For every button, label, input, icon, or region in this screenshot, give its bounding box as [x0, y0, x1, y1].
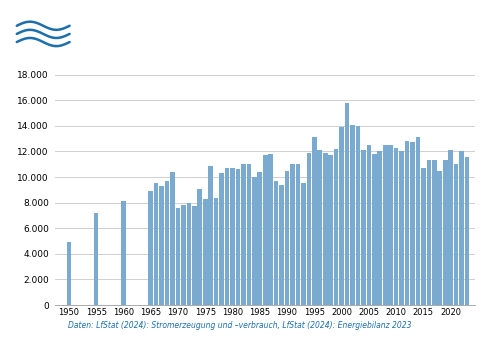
Bar — [388, 145, 393, 305]
Bar — [67, 242, 71, 305]
Bar — [448, 150, 453, 305]
Text: Bruttostromerzeugung aus Wasserkraft in Bayern: Bruttostromerzeugung aus Wasserkraft in … — [96, 14, 442, 27]
Bar — [372, 154, 377, 305]
Bar — [187, 203, 191, 305]
Bar — [176, 208, 180, 305]
Bar — [263, 155, 267, 305]
Bar — [405, 141, 409, 305]
Bar — [454, 164, 458, 305]
Bar — [367, 145, 371, 305]
Bar — [241, 164, 246, 305]
Bar — [203, 199, 207, 305]
Bar — [323, 153, 327, 305]
Bar — [181, 205, 186, 305]
Bar — [148, 191, 153, 305]
Bar — [410, 142, 415, 305]
Bar — [339, 127, 344, 305]
Bar — [345, 103, 349, 305]
Bar — [296, 164, 300, 305]
Bar — [465, 157, 469, 305]
Bar — [159, 186, 164, 305]
Bar — [290, 164, 295, 305]
Bar — [268, 154, 273, 305]
Bar — [350, 124, 355, 305]
Bar — [252, 177, 257, 305]
Bar — [208, 165, 213, 305]
Bar — [257, 172, 262, 305]
Bar — [247, 164, 251, 305]
Bar — [421, 168, 426, 305]
Bar — [377, 152, 382, 305]
Bar — [94, 213, 98, 305]
Bar — [361, 150, 366, 305]
Bar — [399, 152, 404, 305]
Bar — [285, 171, 289, 305]
Bar — [274, 181, 278, 305]
Bar — [307, 153, 311, 305]
Bar — [236, 170, 240, 305]
Bar — [225, 168, 229, 305]
Bar — [383, 145, 387, 305]
Bar — [443, 160, 447, 305]
Bar — [427, 160, 431, 305]
Bar — [301, 183, 306, 305]
Bar — [154, 183, 158, 305]
Bar — [328, 155, 333, 305]
Bar — [197, 188, 202, 305]
Bar — [219, 173, 224, 305]
Text: Daten: LfStat (2024): Stromerzeugung und –verbrauch, LfStat (2024): Energiebilan: Daten: LfStat (2024): Stromerzeugung und… — [68, 321, 412, 330]
Bar — [459, 152, 464, 305]
Bar — [165, 181, 169, 305]
Bar — [312, 137, 317, 305]
Bar — [334, 149, 338, 305]
Bar — [121, 201, 126, 305]
Bar — [317, 150, 322, 305]
Bar — [356, 126, 360, 305]
Bar — [394, 147, 398, 305]
Bar — [230, 168, 235, 305]
Bar — [432, 160, 437, 305]
Bar — [279, 185, 284, 305]
Bar — [437, 171, 442, 305]
Text: in Mio. kWh (ohne Pumpspeicherwasser) 1950-2023: in Mio. kWh (ohne Pumpspeicherwasser) 19… — [89, 42, 449, 55]
Bar — [416, 137, 420, 305]
Bar — [170, 172, 175, 305]
Circle shape — [0, 8, 226, 60]
Bar — [214, 198, 218, 305]
Bar — [192, 206, 197, 305]
